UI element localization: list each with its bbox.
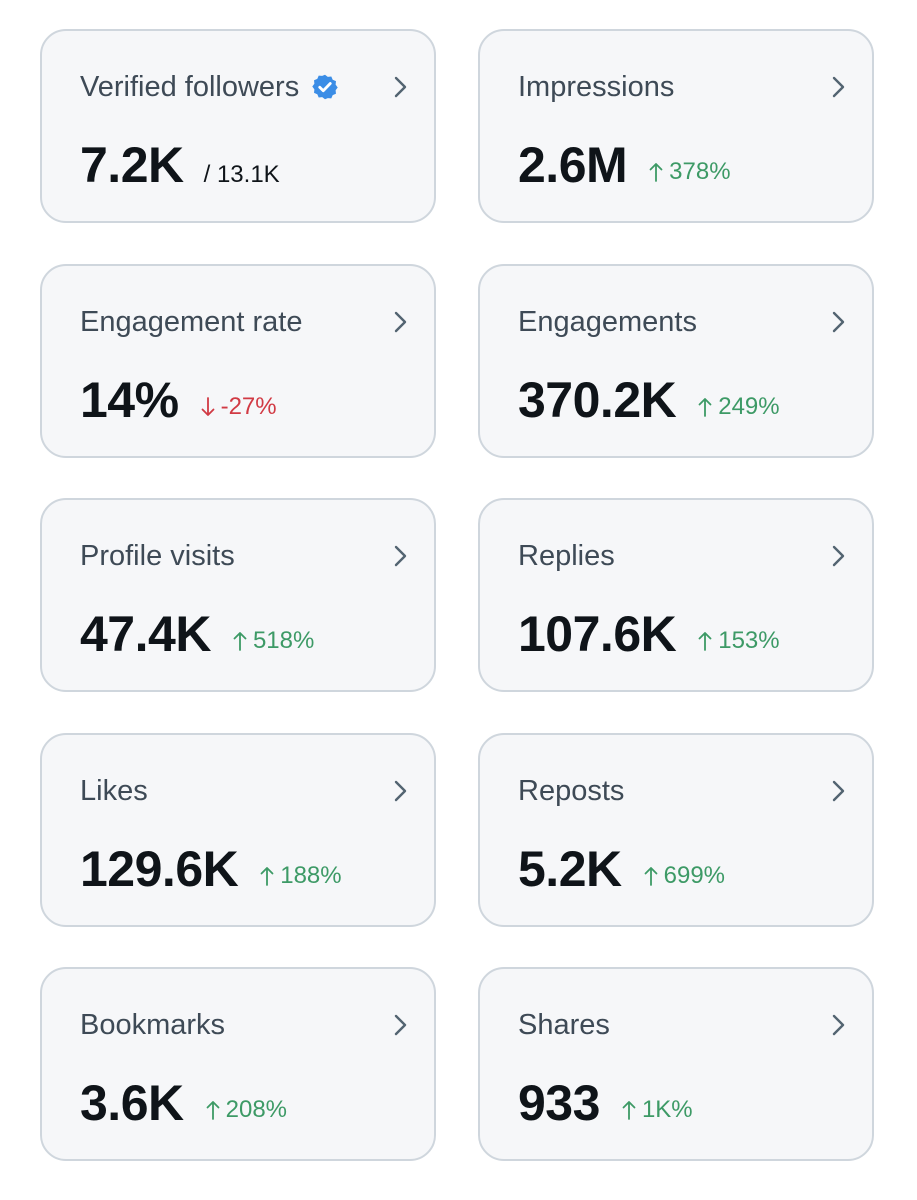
card-change: -27% (201, 393, 277, 421)
card-metric-row: 933 1K% (518, 1075, 693, 1131)
arrow-up-icon (644, 867, 658, 886)
card-metric-row: 2.6M 378% (518, 137, 731, 193)
chevron-right-icon (832, 780, 845, 802)
card-value: 107.6K (518, 606, 677, 662)
card-change-value: 378% (669, 158, 731, 185)
arrow-up-icon (698, 398, 712, 417)
chevron-right-icon (394, 545, 407, 567)
card-title: Engagements (518, 306, 697, 338)
card-metric-row: 7.2K / 13.1K (80, 137, 280, 193)
arrow-up-icon (649, 163, 663, 182)
card-metric-row: 47.4K 518% (80, 606, 314, 662)
card-value: 3.6K (80, 1075, 184, 1131)
card-change-value: -27% (220, 393, 277, 420)
card-title-row: Verified followers (80, 69, 339, 105)
arrow-up-icon (206, 1101, 220, 1120)
card-value: 7.2K (80, 137, 184, 193)
arrow-down-icon (201, 397, 214, 416)
card-title: Engagement rate (80, 306, 303, 338)
card-title: Shares (518, 1009, 610, 1041)
chevron-right-icon (832, 311, 845, 333)
card-metric-row: 107.6K 153% (518, 606, 780, 662)
card-change-value: 518% (252, 627, 315, 654)
card-profile-visits[interactable]: Profile visits 47.4K 518% (40, 498, 436, 692)
card-reposts[interactable]: Reposts 5.2K 699% (478, 733, 874, 927)
card-value: 129.6K (80, 841, 239, 897)
card-value: 2.6M (518, 137, 628, 193)
card-change: 378% (649, 158, 731, 186)
card-change-value: 249% (718, 393, 780, 420)
card-title: Reposts (518, 775, 625, 807)
card-metric-row: 14% -27% (80, 372, 277, 428)
card-total: / 13.1K (203, 161, 280, 188)
card-metric-row: 129.6K 188% (80, 841, 342, 897)
card-value: 47.4K (80, 606, 211, 662)
chevron-right-icon (832, 1014, 845, 1036)
card-engagement-rate[interactable]: Engagement rate 14% -27% (40, 264, 436, 458)
arrow-up-icon (233, 632, 247, 651)
card-verified-followers[interactable]: Verified followers 7.2K / 13.1K (40, 29, 436, 223)
card-change-value: 1K% (641, 1096, 693, 1123)
arrow-up-icon (260, 867, 274, 886)
card-value: 14% (80, 372, 179, 428)
chevron-right-icon (832, 76, 845, 98)
card-bookmarks[interactable]: Bookmarks 3.6K 208% (40, 967, 436, 1161)
card-metric-row: 3.6K 208% (80, 1075, 287, 1131)
card-change: 188% (260, 862, 342, 890)
card-change-value: 188% (280, 862, 342, 889)
card-change-value: 153% (718, 627, 780, 654)
arrow-up-icon (622, 1101, 636, 1120)
card-replies[interactable]: Replies 107.6K 153% (478, 498, 874, 692)
chevron-right-icon (394, 1014, 407, 1036)
card-shares[interactable]: Shares 933 1K% (478, 967, 874, 1161)
arrow-up-icon (698, 632, 712, 651)
card-metric-row: 370.2K 249% (518, 372, 780, 428)
card-value: 5.2K (518, 841, 622, 897)
card-metric-row: 5.2K 699% (518, 841, 725, 897)
chevron-right-icon (394, 311, 407, 333)
card-change: 249% (698, 393, 780, 421)
card-change: 518% (233, 627, 314, 655)
card-value: 370.2K (518, 372, 677, 428)
card-title: Replies (518, 540, 615, 572)
card-engagements[interactable]: Engagements 370.2K 249% (478, 264, 874, 458)
card-change: 153% (698, 627, 780, 655)
card-title: Verified followers (80, 71, 300, 103)
card-title: Bookmarks (80, 1009, 226, 1041)
card-title: Impressions (518, 71, 675, 103)
chevron-right-icon (394, 780, 407, 802)
card-impressions[interactable]: Impressions 2.6M 378% (478, 29, 874, 223)
chevron-right-icon (394, 76, 407, 98)
card-change: 208% (206, 1096, 287, 1124)
card-title: Profile visits (80, 540, 235, 572)
verified-badge-icon (311, 73, 339, 101)
card-likes[interactable]: Likes 129.6K 188% (40, 733, 436, 927)
card-value: 933 (518, 1075, 600, 1131)
chevron-right-icon (832, 545, 845, 567)
card-change-value: 699% (663, 862, 726, 889)
card-change: 1K% (622, 1096, 693, 1124)
card-title: Likes (80, 775, 148, 807)
card-change: 699% (644, 862, 725, 890)
card-change-value: 208% (225, 1096, 288, 1123)
